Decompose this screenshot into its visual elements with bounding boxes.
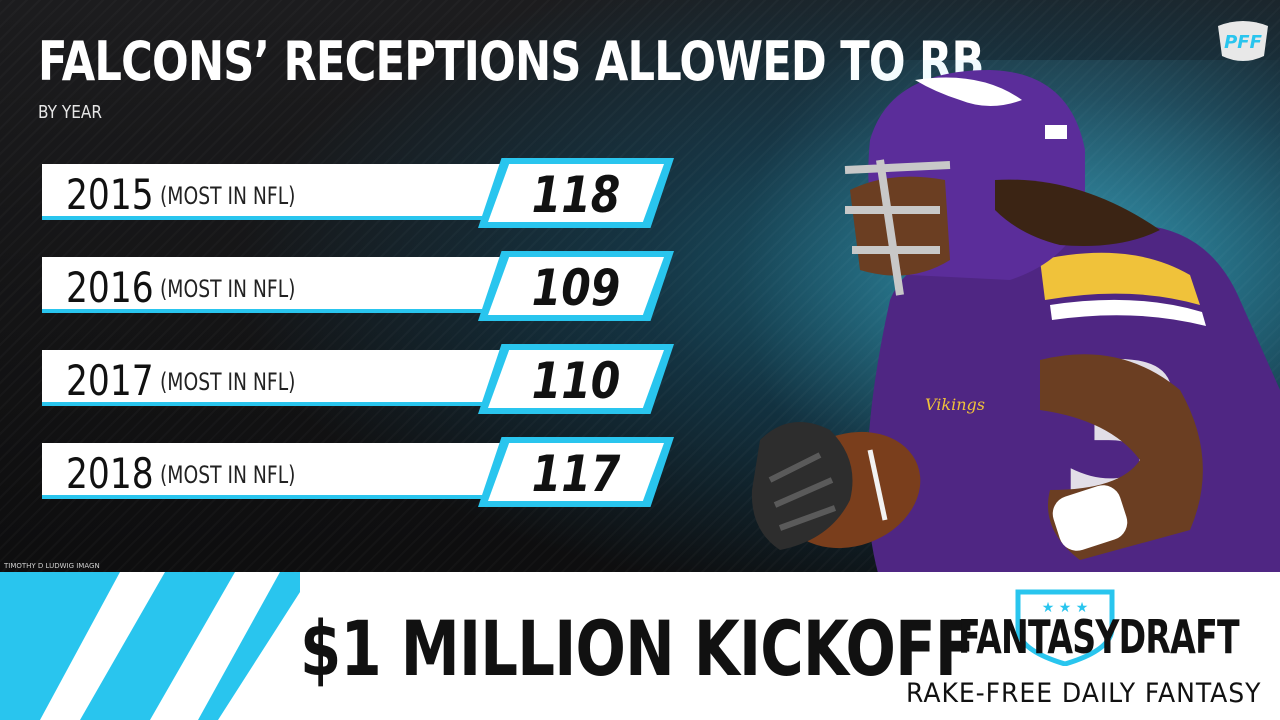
value-box-fill [488,257,664,315]
table-row: 2015 (MOST IN NFL) 118 [42,158,674,228]
row-value: 110 [531,352,621,410]
value-box-fill [488,164,664,222]
brand-name: FANTASYDRAFT [958,610,1240,664]
player-photo: 3 Vikings [740,60,1280,580]
row-year: 2015 [66,170,154,219]
chart-subtitle: BY YEAR [38,102,102,123]
row-note: (MOST IN NFL) [160,182,296,210]
row-value: 109 [531,259,621,317]
row-year: 2018 [66,449,154,498]
row-value: 117 [531,445,621,503]
row-note: (MOST IN NFL) [160,368,296,396]
row-year: 2016 [66,263,154,312]
table-row: 2016 (MOST IN NFL) 109 [42,251,674,321]
row-value: 118 [531,166,621,224]
table-row: 2018 (MOST IN NFL) 117 [42,437,674,507]
fantasydraft-shield-icon: ★ ★ ★ [1015,589,1115,666]
pff-logo-text: PFF [1224,32,1262,53]
banner-stripes [0,572,300,720]
row-note: (MOST IN NFL) [160,461,296,489]
promo-headline: $1 MILLION KICKOFF [300,604,975,693]
flag-icon [1045,125,1067,139]
photo-credit: TIMOTHY D LUDWIG IMAGN [4,562,100,570]
value-box: 118 [478,158,674,228]
brand-tagline: RAKE-FREE DAILY FANTASY [906,678,1262,709]
value-box: 109 [478,251,674,321]
value-box: 117 [478,437,674,507]
pff-logo: PFF [1218,21,1268,61]
svg-text:★ ★ ★: ★ ★ ★ [1042,600,1089,616]
value-box: 110 [478,344,674,414]
table-row: 2017 (MOST IN NFL) 110 [42,344,674,414]
value-box-fill [488,350,664,408]
row-year: 2017 [66,356,154,405]
jersey-wordmark: Vikings [925,395,985,414]
row-note: (MOST IN NFL) [160,275,296,303]
value-box-fill [488,443,664,501]
